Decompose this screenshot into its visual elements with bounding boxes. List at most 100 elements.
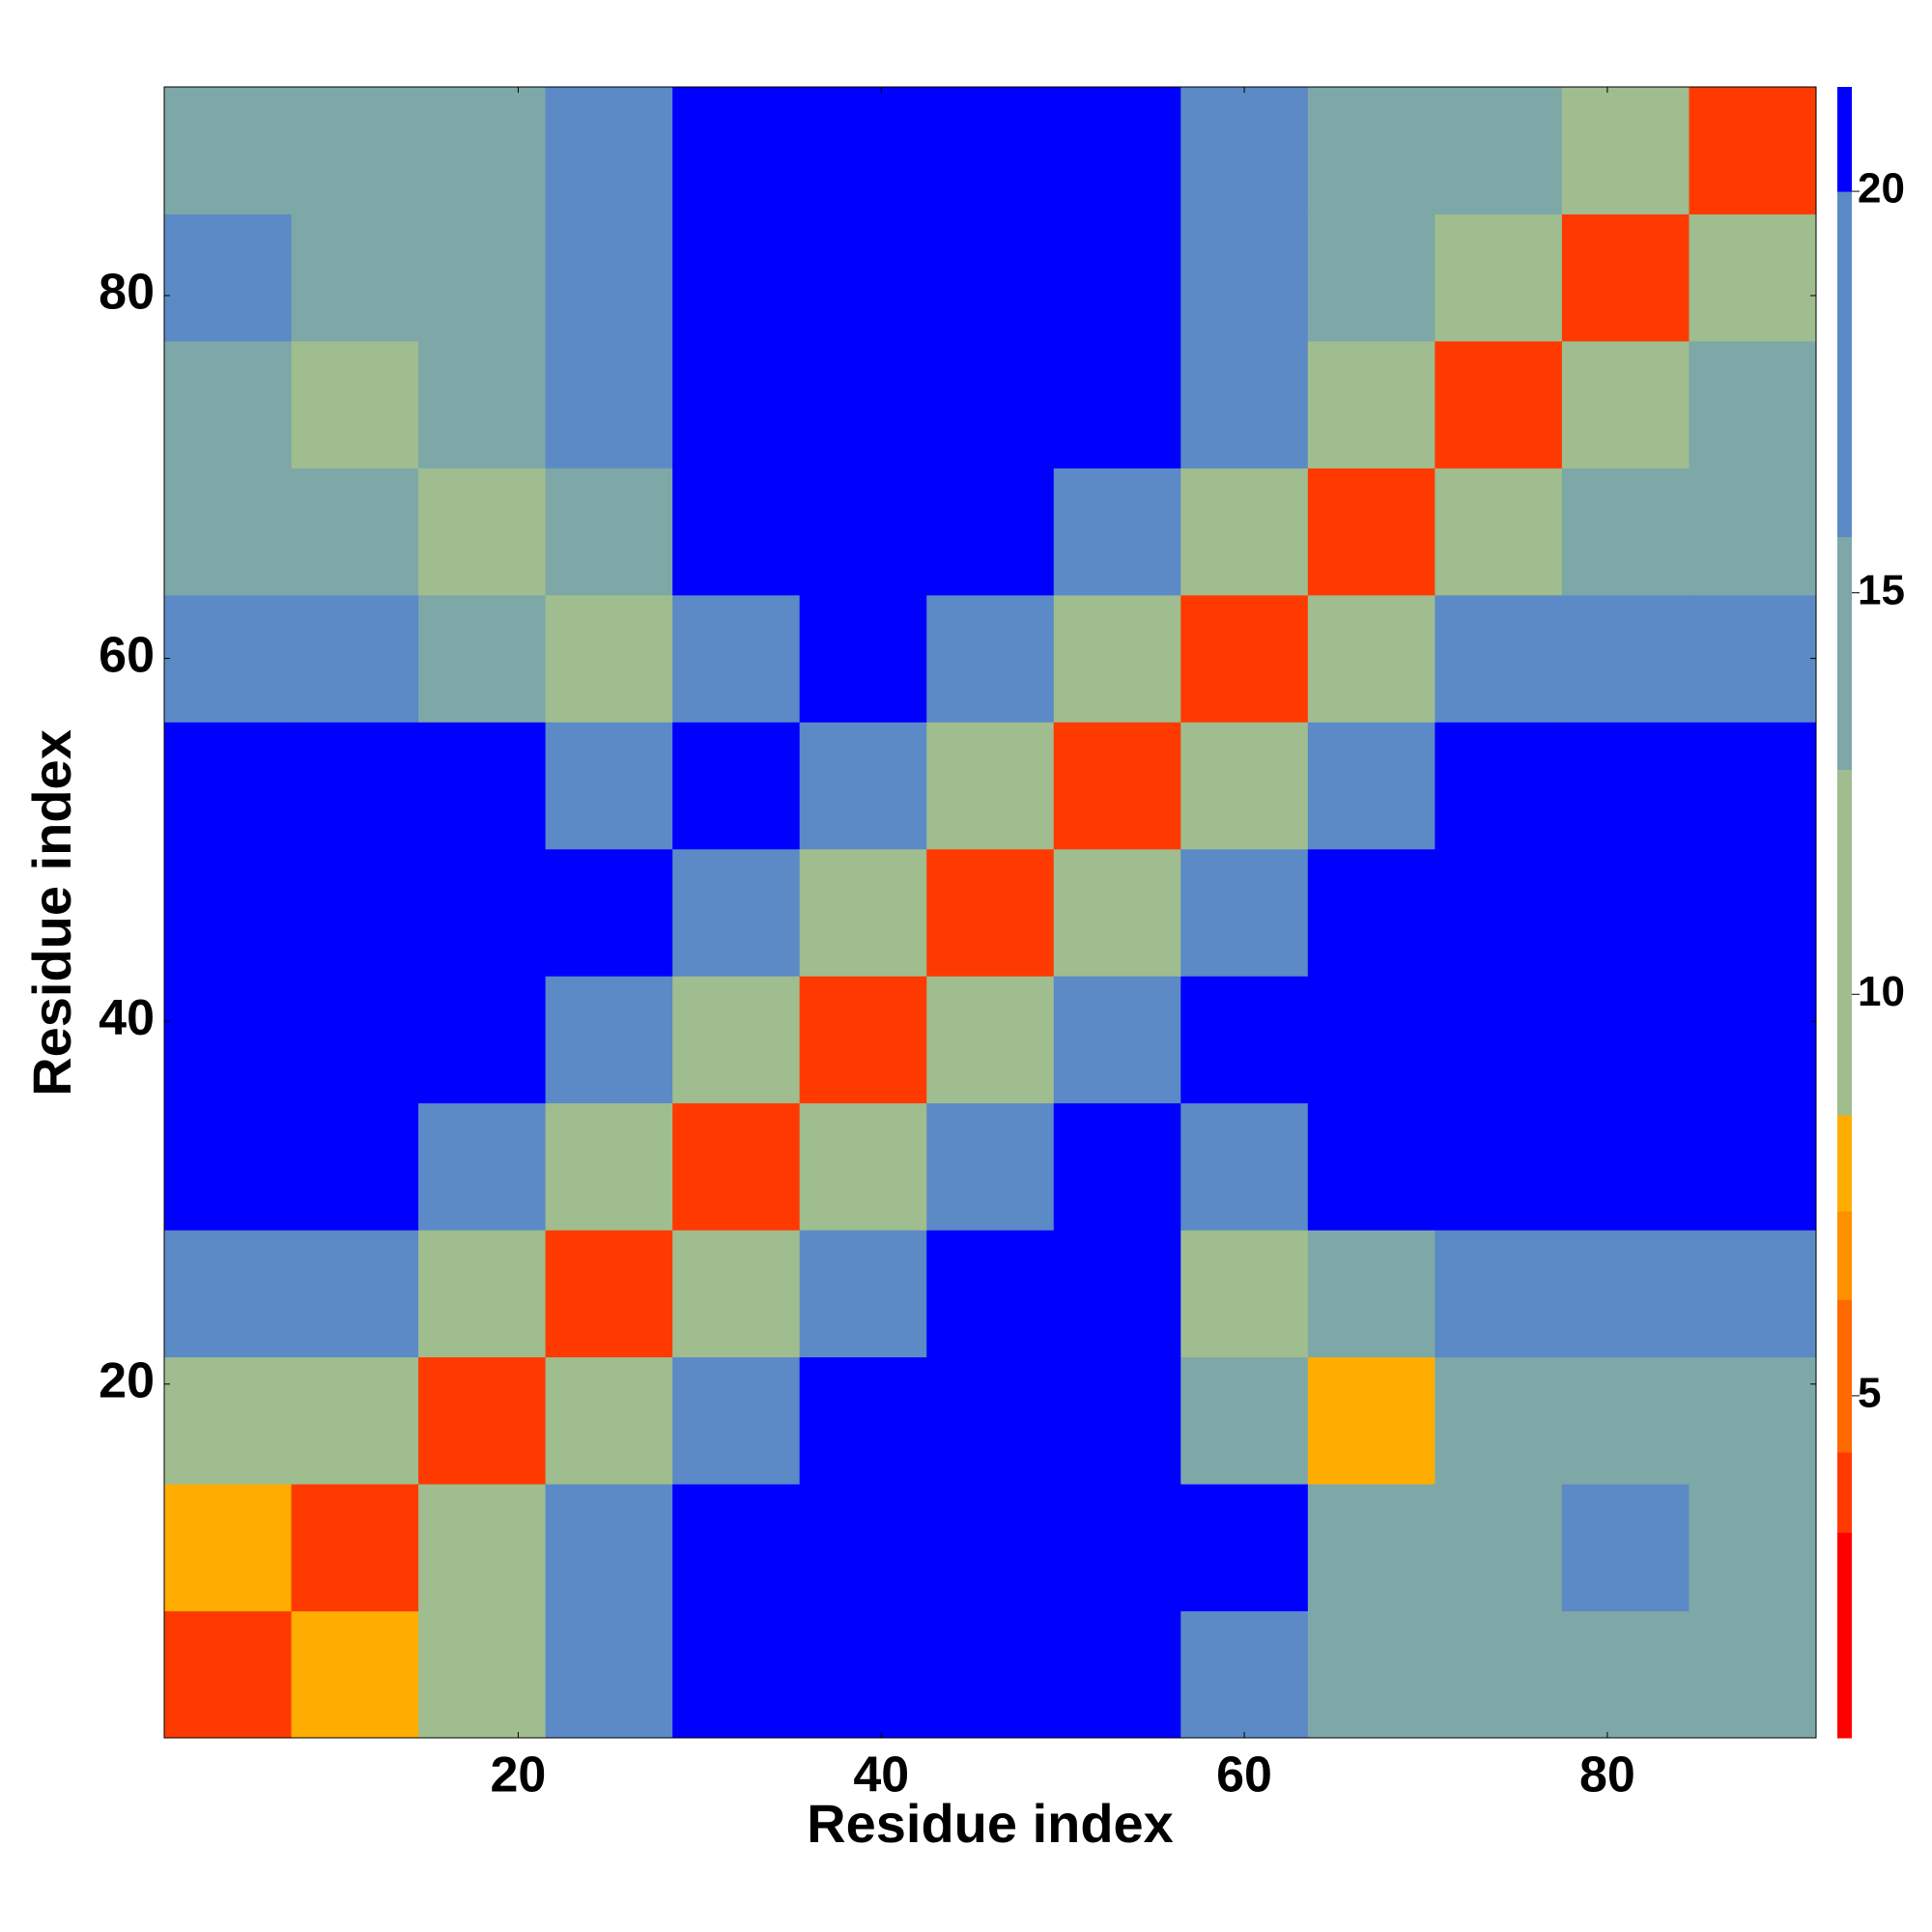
heat-cell [799, 1610, 927, 1739]
heat-cell [926, 340, 1055, 469]
heat-cell [926, 594, 1055, 723]
heat-cell [672, 976, 801, 1104]
heat-cell [799, 87, 927, 214]
heat-cell [926, 87, 1055, 214]
plot-frame [163, 86, 1817, 1739]
heat-cell [418, 468, 547, 596]
heat-cell [799, 848, 927, 977]
heat-cell [799, 1484, 927, 1612]
heat-cell [1435, 1356, 1563, 1485]
heat-cell [672, 722, 801, 850]
heat-cell [1689, 340, 1817, 469]
heat-cell [672, 213, 801, 342]
heat-cell [799, 722, 927, 850]
heat-cell [164, 722, 293, 850]
colorbar-tick-label: 15 [1858, 566, 1905, 613]
heat-cell [672, 1610, 801, 1739]
heat-cell [1180, 722, 1309, 850]
heat-cell [545, 1230, 673, 1358]
heat-cell [672, 1230, 801, 1358]
heat-cell [1307, 1484, 1435, 1612]
x-tick-label: 80 [1579, 1747, 1635, 1804]
heat-cell [1561, 722, 1690, 850]
heat-cell [291, 1356, 419, 1485]
heat-cell [672, 87, 801, 214]
heat-cell [1689, 468, 1817, 596]
heat-cell [926, 1356, 1055, 1485]
heat-cell [799, 1102, 927, 1231]
heat-cell [1561, 1230, 1690, 1358]
heat-cell [1561, 340, 1690, 469]
heat-cell [418, 1230, 547, 1358]
heat-cell [1689, 1610, 1817, 1739]
heat-cell [1307, 722, 1435, 850]
y-tick-label: 60 [99, 627, 155, 683]
heat-cell [1435, 1102, 1563, 1231]
heat-cell [1307, 87, 1435, 214]
heat-cell [291, 87, 419, 214]
heat-cell [926, 722, 1055, 850]
colorbar-tick-label: 5 [1858, 1370, 1881, 1417]
heat-cell [164, 1356, 293, 1485]
heat-cell [1561, 1610, 1690, 1739]
heat-cell [1561, 1484, 1690, 1612]
heat-cell [545, 1102, 673, 1231]
heat-cell [1561, 594, 1690, 723]
heat-cell [1307, 594, 1435, 723]
heat-cell [291, 468, 419, 596]
heat-cell [545, 468, 673, 596]
heat-cell [672, 1484, 801, 1612]
heat-cell [926, 1610, 1055, 1739]
heat-cell [545, 722, 673, 850]
heat-cell [1689, 213, 1817, 342]
heat-cell [799, 594, 927, 723]
heat-cell [672, 468, 801, 596]
heat-cell [545, 340, 673, 469]
heat-cell [418, 1610, 547, 1739]
heat-cell [291, 1484, 419, 1612]
heat-cell [545, 213, 673, 342]
y-axis-label: Residue index [21, 729, 82, 1096]
heat-cell [1435, 87, 1563, 214]
heat-cell [1435, 1484, 1563, 1612]
heat-cell [418, 722, 547, 850]
heat-cell [418, 1484, 547, 1612]
heat-cell [418, 976, 547, 1104]
heat-cell [418, 1102, 547, 1231]
heat-cell [545, 594, 673, 723]
heat-cell [799, 340, 927, 469]
heat-cell [1435, 213, 1563, 342]
heat-cell [1689, 976, 1817, 1104]
heat-cell [164, 87, 293, 214]
heat-cell [1053, 1484, 1181, 1612]
heat-cell [164, 1484, 293, 1612]
heat-cell [799, 213, 927, 342]
heat-cell [1180, 848, 1309, 977]
heat-cell [799, 976, 927, 1104]
heat-cell [672, 340, 801, 469]
heat-cell [1307, 848, 1435, 977]
x-tick-label: 20 [491, 1747, 547, 1804]
heat-cell [1689, 594, 1817, 723]
heat-cell [1435, 594, 1563, 723]
heat-cell [164, 1230, 293, 1358]
heat-cell [1435, 468, 1563, 596]
heat-cell [1307, 1102, 1435, 1231]
y-tick-label: 20 [99, 1353, 155, 1409]
heat-cell [672, 1102, 801, 1231]
heat-cell [926, 976, 1055, 1104]
heat-cell [1053, 722, 1181, 850]
heat-cell [418, 213, 547, 342]
heat-cell [1561, 87, 1690, 214]
heat-cell [291, 340, 419, 469]
heat-cell [799, 1356, 927, 1485]
heat-cell [1435, 722, 1563, 850]
heat-cell [291, 848, 419, 977]
heat-cell [1307, 213, 1435, 342]
heat-cell [1307, 976, 1435, 1104]
colorbar-segment [1837, 1532, 1852, 1739]
heat-cell [291, 594, 419, 723]
heat-cell [164, 848, 293, 977]
heat-cell [672, 594, 801, 723]
